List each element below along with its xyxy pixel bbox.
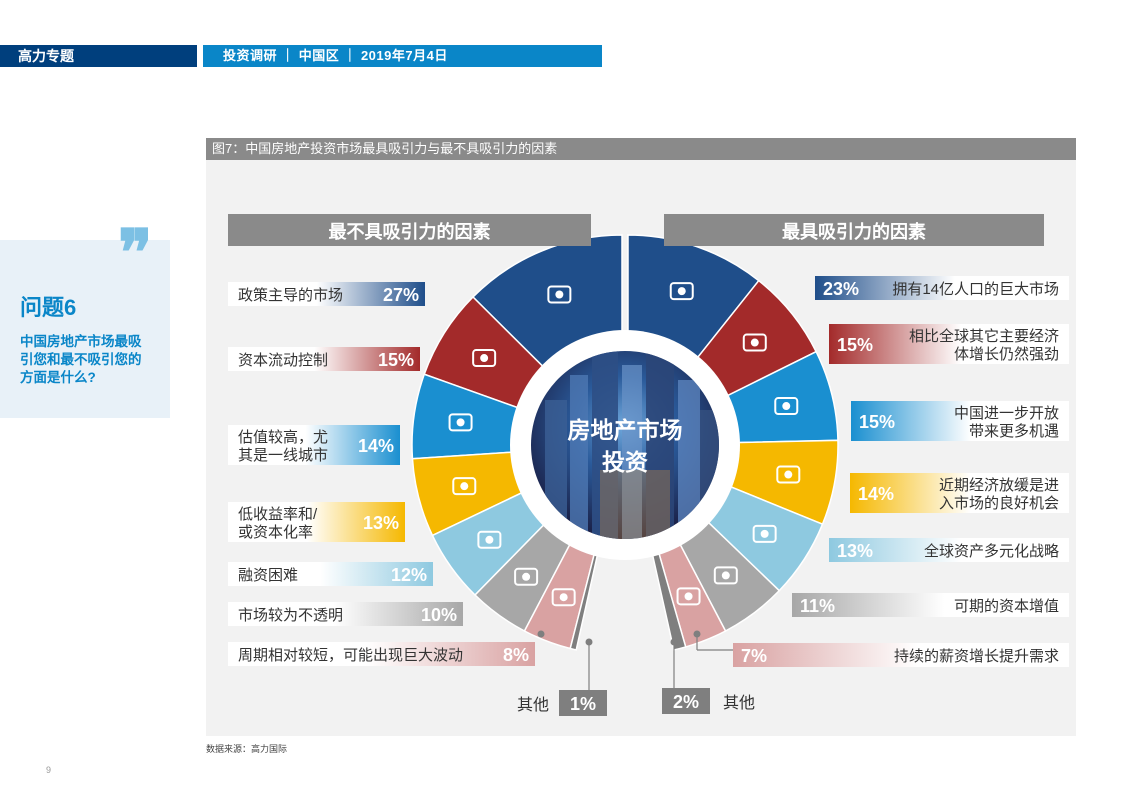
most-attractive-label-4: 13% 全球资产多元化战略 [829, 538, 1069, 562]
most-attractive-label-7: 2% 其他 [662, 688, 755, 714]
least-attractive-label-1: 15% 资本流动控制 [228, 347, 420, 371]
slice-value: 15% [837, 335, 873, 355]
cycle-arrows-icon [551, 588, 576, 607]
slice-value: 15% [859, 412, 895, 432]
question-text: 中国房地产市场最吸引您和最不吸引您的方面是什么? [20, 334, 142, 385]
slice-label-line2: 入市场的良好机会 [939, 495, 1059, 512]
cash-stack-icon [676, 587, 701, 606]
svg-text:最具吸引力的因素: 最具吸引力的因素 [782, 221, 926, 242]
slice-label-line1: 估值较高，尤 [238, 428, 328, 446]
header-right-label: 投资调研 ｜ 中国区 ｜ 2019年7月4日 [203, 45, 602, 67]
page-number: 9 [46, 765, 52, 775]
slice-value: 11% [800, 596, 835, 616]
figure-title: 图7：中国房地产投资市场最具吸引力与最不具吸引力的因素 [206, 138, 1076, 160]
slice-label: 拥有14亿人口的巨大市场 [892, 281, 1059, 298]
least-attractive-title: 最不具吸引力的因素 [228, 214, 591, 246]
least-attractive-label-0: 27% 政策主导的市场 [228, 282, 425, 306]
other-label: 其他 [517, 696, 549, 714]
least-attractive-label-6: 8% 周期相对较短，可能出现巨大波动 [228, 642, 535, 666]
least-attractive-label-4: 12% 融资困难 [228, 562, 433, 586]
dollar-magnifier-icon [448, 413, 473, 432]
question-box [0, 240, 170, 418]
slice-value: 15% [378, 350, 414, 370]
speaker-podium-icon [547, 285, 572, 304]
data-source: 数据来源：高力国际 [206, 744, 288, 754]
other-label: 其他 [723, 694, 755, 712]
quote-mark-icon: ❞ [118, 216, 153, 291]
slice-value: 10% [421, 605, 457, 625]
least-attractive-label-3: 13% 低收益率和/或资本化率 [228, 502, 405, 542]
slice-value: 13% [837, 541, 873, 561]
slice-label-line1: 近期经济放缓是进 [939, 477, 1059, 494]
slice-label: 融资困难 [238, 567, 298, 584]
slice-label: 政策主导的市场 [238, 287, 343, 304]
most-attractive-label-6: 7% 持续的薪资增长提升需求 [733, 643, 1069, 667]
slice-label: 资本流动控制 [238, 352, 328, 369]
center-label-line1: 房地产市场 [568, 417, 683, 443]
slice-value: 8% [503, 645, 529, 665]
slice-value: 13% [363, 513, 399, 533]
slice-label-line2: 体增长仍然强劲 [954, 346, 1059, 363]
hand-coins-icon [452, 477, 477, 496]
header-left-label: 高力专题 [0, 45, 197, 67]
other-value: 1% [570, 694, 596, 714]
slice-value: 14% [358, 436, 394, 456]
most-attractive-title: 最具吸引力的因素 [664, 214, 1044, 246]
slice-label: 全球资产多元化战略 [924, 542, 1059, 560]
slice-label-line2: 或资本化率 [238, 524, 313, 541]
slice-value: 23% [823, 279, 859, 299]
money-lock-icon [472, 349, 497, 368]
slice-value: 7% [741, 646, 767, 666]
slice-label-line2: 带来更多机遇 [969, 423, 1059, 440]
svg-text:最不具吸引力的因素: 最不具吸引力的因素 [329, 221, 491, 242]
slice-label-line2: 其是一线城市 [238, 447, 328, 464]
least-attractive-label-5: 10% 市场较为不透明 [228, 602, 463, 626]
slice-value: 27% [383, 285, 419, 305]
most-attractive-label-0: 23% 拥有14亿人口的巨大市场 [815, 276, 1069, 300]
slice-label-line1: 相比全球其它主要经济 [909, 327, 1059, 345]
most-attractive-label-5: 11% 可期的资本增值 [792, 593, 1069, 617]
city-buildings [545, 351, 719, 539]
slice-label-line1: 中国进一步开放 [954, 405, 1059, 422]
slice-label: 周期相对较短，可能出现巨大波动 [238, 646, 463, 664]
slice-label: 市场较为不透明 [238, 606, 343, 624]
slice-value: 12% [391, 565, 427, 585]
slice-label-line1: 低收益率和/ [238, 506, 318, 523]
money-bags-icon [477, 530, 502, 549]
people-group-icon [669, 282, 694, 301]
center-label-line2: 投资 [602, 449, 648, 475]
slice-value: 14% [858, 484, 894, 504]
other-value: 2% [673, 692, 699, 712]
growth-chart-icon [742, 333, 767, 352]
money-bag-icon [713, 566, 738, 585]
globe-icon [752, 524, 777, 543]
building-icon [776, 465, 801, 484]
least-attractive-label-7: 1% 其他 [517, 690, 607, 716]
slice-label: 持续的薪资增长提升需求 [894, 648, 1059, 665]
question-title: 问题6 [20, 295, 77, 320]
handshake-icon [774, 397, 799, 416]
slice-label: 可期的资本增值 [954, 598, 1059, 615]
binoculars-icon [514, 567, 539, 586]
